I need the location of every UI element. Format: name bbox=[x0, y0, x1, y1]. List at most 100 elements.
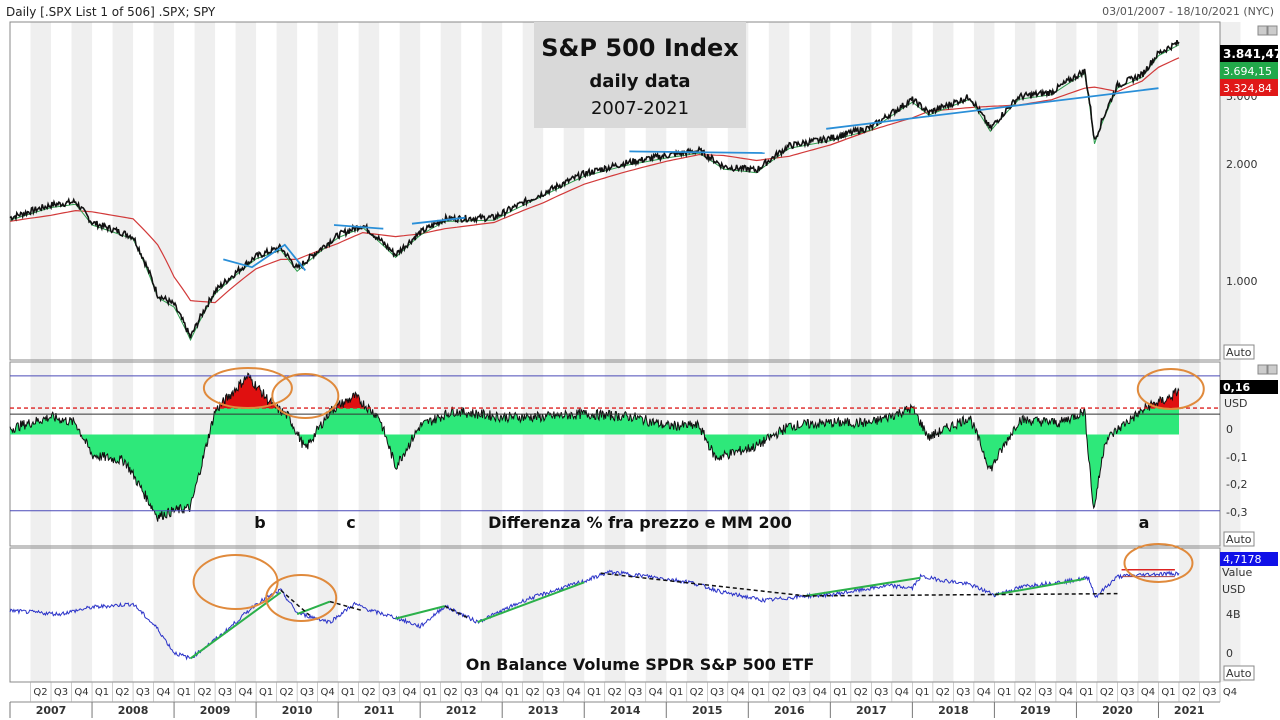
obv-auto-label: Auto bbox=[1226, 667, 1252, 680]
diff-current-value: 0,16 bbox=[1223, 381, 1250, 394]
quarter-tick-label: Q4 bbox=[731, 687, 745, 698]
quarter-tick-label: Q1 bbox=[505, 687, 519, 698]
diff-current-badge bbox=[1220, 380, 1278, 394]
quarter-tick-label: Q1 bbox=[833, 687, 847, 698]
quarter-stripe bbox=[276, 22, 298, 682]
price-auto-label: Auto bbox=[1226, 346, 1252, 359]
label-b: b bbox=[254, 513, 265, 532]
quarter-tick-label: Q3 bbox=[710, 687, 724, 698]
obv-badge bbox=[1220, 552, 1278, 566]
panel-controls-icon[interactable] bbox=[1257, 364, 1278, 375]
obv-dashed-line bbox=[600, 572, 806, 597]
trendline bbox=[411, 216, 466, 225]
quarter-tick-label: Q4 bbox=[74, 687, 88, 698]
diff-unit: USD bbox=[1224, 397, 1248, 410]
diff-caption: Differenza % fra prezzo e MM 200 bbox=[488, 513, 792, 532]
obv-tick-label: 4B bbox=[1226, 608, 1241, 621]
year-tick-label: 2009 bbox=[200, 704, 231, 717]
highlight-circle bbox=[271, 373, 340, 419]
obv-dashed-line bbox=[805, 592, 1118, 597]
quarter-tick-label: Q4 bbox=[403, 687, 417, 698]
quarter-tick-label: Q4 bbox=[1223, 687, 1237, 698]
year-tick-label: 2021 bbox=[1174, 704, 1205, 717]
quarter-tick-label: Q3 bbox=[956, 687, 970, 698]
quarter-stripe bbox=[194, 22, 216, 682]
obv-trendline bbox=[477, 581, 585, 623]
quarter-tick-label: Q4 bbox=[321, 687, 335, 698]
quarter-tick-label: Q1 bbox=[341, 687, 355, 698]
quarter-tick-label: Q2 bbox=[279, 687, 293, 698]
quarter-tick-label: Q3 bbox=[464, 687, 478, 698]
quarter-stripe bbox=[809, 22, 831, 682]
year-tick-label: 2012 bbox=[446, 704, 477, 717]
quarter-tick-label: Q3 bbox=[546, 687, 560, 698]
quarter-tick-label: Q2 bbox=[1018, 687, 1032, 698]
panel-controls-icon[interactable] bbox=[1257, 25, 1278, 36]
quarter-tick-label: Q4 bbox=[485, 687, 499, 698]
label-a: a bbox=[1139, 513, 1150, 532]
obv-caption: On Balance Volume SPDR S&P 500 ETF bbox=[466, 655, 815, 674]
diff-area-green bbox=[10, 373, 1179, 522]
year-tick-label: 2014 bbox=[610, 704, 641, 717]
quarter-tick-label: Q3 bbox=[1202, 687, 1216, 698]
quarter-tick-label: Q1 bbox=[177, 687, 191, 698]
quarter-stripes bbox=[30, 22, 1241, 682]
quarter-tick-label: Q3 bbox=[874, 687, 888, 698]
quarter-tick-label: Q4 bbox=[895, 687, 909, 698]
quarter-tick-label: Q2 bbox=[608, 687, 622, 698]
obv-value-label: Value bbox=[1222, 566, 1252, 579]
title-box-bg bbox=[534, 22, 746, 128]
quarter-stripe bbox=[522, 22, 544, 682]
quarter-tick-label: Q2 bbox=[526, 687, 540, 698]
quarter-tick-label: Q3 bbox=[382, 687, 396, 698]
quarter-tick-label: Q1 bbox=[259, 687, 273, 698]
quarter-stripe bbox=[1014, 22, 1036, 682]
chart-header-bar: Daily [.SPX List 1 of 506] .SPX; SPY 03/… bbox=[0, 0, 1280, 22]
quarter-tick-label: Q3 bbox=[1038, 687, 1052, 698]
chart-years: 2007-2021 bbox=[591, 98, 689, 119]
quarter-tick-label: Q2 bbox=[33, 687, 47, 698]
obv-line bbox=[9, 569, 1180, 661]
price-line bbox=[9, 39, 1180, 339]
diff-auto-button[interactable] bbox=[1223, 531, 1255, 547]
diff-tick-label: -0,1 bbox=[1226, 451, 1247, 464]
quarter-stripe bbox=[112, 22, 134, 682]
quarter-stripe bbox=[1137, 22, 1159, 682]
price-auto-button[interactable] bbox=[1223, 344, 1255, 360]
obv-auto-button[interactable] bbox=[1223, 665, 1255, 681]
date-range-label: 03/01/2007 - 18/10/2021 (NYC) bbox=[1102, 5, 1274, 18]
obv-trendline bbox=[296, 600, 331, 616]
year-tick-label: 2010 bbox=[282, 704, 313, 717]
obv-dashed-line bbox=[329, 600, 363, 612]
quarter-tick-label: Q3 bbox=[218, 687, 232, 698]
quarter-tick-label: Q2 bbox=[1100, 687, 1114, 698]
quarter-stripe bbox=[317, 22, 339, 682]
diff-y-axis: 0,16 USD 0 -0,1 -0,2 -0,3 Auto bbox=[1220, 364, 1278, 547]
quarter-stripe bbox=[358, 22, 380, 682]
highlight-circle bbox=[202, 367, 293, 409]
year-tick-label: 2017 bbox=[856, 704, 887, 717]
quarter-tick-label: Q3 bbox=[792, 687, 806, 698]
last-price-value: 3.841,47 bbox=[1223, 47, 1280, 61]
obv-trendline bbox=[994, 577, 1085, 596]
obv-y-axis: 4,7178 Value USD 4B 0 Auto bbox=[1220, 552, 1278, 681]
year-tick-label: 2020 bbox=[1102, 704, 1133, 717]
ma200-badge bbox=[1220, 79, 1278, 96]
highlight-circle bbox=[1136, 368, 1205, 410]
price-panel bbox=[9, 39, 1180, 342]
year-tick-label: 2019 bbox=[1020, 704, 1051, 717]
quarter-stripe bbox=[30, 22, 52, 682]
quarter-tick-label: Q2 bbox=[772, 687, 786, 698]
quarter-stripe bbox=[686, 22, 708, 682]
x-axis: Q2 Q3 Q4 Q1 Q2 Q3 Q4 Q1 Q2 Q3 Q4 Q1 Q2 Q3 Q4 Q1 Q2 Q3 Q4 Q1… bbox=[9, 682, 1237, 718]
quarter-tick-label: Q4 bbox=[1141, 687, 1155, 698]
highlight-circle bbox=[1123, 543, 1194, 583]
quarter-tick-label: Q3 bbox=[136, 687, 150, 698]
quarter-stripe bbox=[71, 22, 93, 682]
obv-panel-frame bbox=[9, 547, 1221, 683]
quarter-stripe bbox=[1096, 22, 1118, 682]
quarter-stripe bbox=[440, 22, 462, 682]
quarter-tick-label: Q1 bbox=[1161, 687, 1175, 698]
quarter-tick-label: Q3 bbox=[54, 687, 68, 698]
